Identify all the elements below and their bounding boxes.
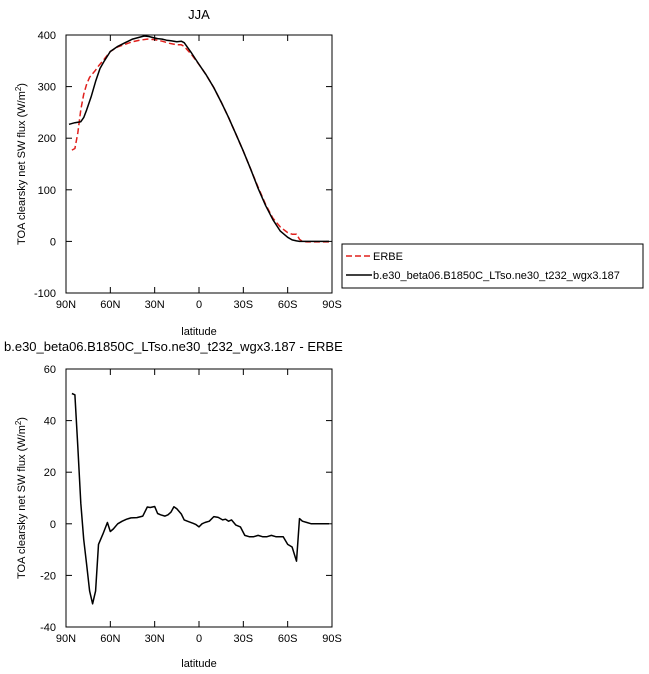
- legend-box: [341, 243, 644, 289]
- y-tick-label: 300: [38, 82, 56, 94]
- y-tick-label: 100: [38, 185, 56, 197]
- top-plot-frame: [65, 34, 333, 294]
- x-tick-label: 0: [196, 299, 202, 311]
- y-tick-label: -20: [40, 570, 56, 582]
- x-tick-label: 60N: [100, 299, 120, 311]
- x-tick-label: 30S: [234, 633, 254, 645]
- bottom-x-axis-label: latitude: [181, 658, 216, 670]
- x-tick-label: 0: [196, 633, 202, 645]
- top-panel: JJA 90N 60N 30N 0 30S 60S 90S -100 0 100 200 300 400…: [14, 7, 644, 338]
- top-y-axis-label: TOA clearsky net SW flux (W/m2): [14, 83, 28, 245]
- bottom-panel: b.e30_beta06.B1850C_LTso.ne30_t232_wgx3.…: [4, 339, 343, 670]
- y-tick-label: 20: [44, 467, 56, 479]
- y-tick-label: 400: [38, 30, 56, 42]
- top-series-group: [68, 35, 329, 243]
- series-line-0-0: [71, 38, 329, 243]
- x-tick-label: 90S: [322, 633, 342, 645]
- legend: ERBE b.e30_beta06.B1850C_LTso.ne30_t232_…: [341, 243, 644, 289]
- series-line-1-0: [71, 392, 329, 605]
- y-tick-label: -100: [34, 288, 56, 300]
- y-tick-label: 200: [38, 133, 56, 145]
- y-tick-label: -40: [40, 622, 56, 634]
- bottom-y-axis-label: TOA clearsky net SW flux (W/m2): [14, 417, 28, 579]
- x-tick-label: 30S: [234, 299, 254, 311]
- bottom-plot-frame: [65, 368, 333, 628]
- y-tick-label: 60: [44, 364, 56, 376]
- x-tick-label: 90N: [56, 633, 76, 645]
- x-tick-label: 60N: [100, 633, 120, 645]
- top-chart-title: JJA: [188, 7, 210, 22]
- x-tick-label: 30N: [145, 633, 165, 645]
- bottom-chart-title: b.e30_beta06.B1850C_LTso.ne30_t232_wgx3.…: [4, 339, 343, 354]
- y-tick-label: 0: [50, 236, 56, 248]
- bottom-axis-ticks: 90N 60N 30N 0 30S 60S 90S -40 -20 0 20 40 60: [40, 364, 342, 645]
- series-line-0-1: [68, 35, 329, 243]
- legend-label-erbe: ERBE: [373, 251, 403, 263]
- x-tick-label: 90S: [322, 299, 342, 311]
- y-tick-label: 40: [44, 416, 56, 428]
- bottom-series-group: [71, 392, 329, 605]
- top-x-axis-label: latitude: [181, 326, 216, 338]
- y-tick-label: 0: [50, 519, 56, 531]
- x-tick-label: 60S: [278, 633, 298, 645]
- legend-label-model: b.e30_beta06.B1850C_LTso.ne30_t232_wgx3.…: [373, 270, 620, 282]
- top-axis-ticks: 90N 60N 30N 0 30S 60S 90S -100 0 100 200 300 400: [34, 30, 342, 311]
- x-tick-label: 90N: [56, 299, 76, 311]
- x-tick-label: 60S: [278, 299, 298, 311]
- x-tick-label: 30N: [145, 299, 165, 311]
